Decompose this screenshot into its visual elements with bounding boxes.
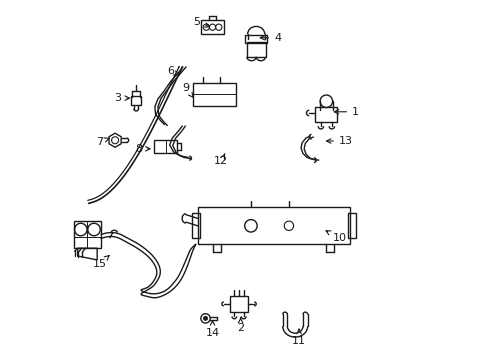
Text: 8: 8 [135,144,150,154]
Bar [74,221,101,248]
Text: 7: 7 [96,137,109,147]
Text: 5: 5 [193,17,209,27]
Circle shape [203,316,207,320]
Bar [347,213,355,238]
Bar [245,35,266,43]
Bar [197,207,349,244]
Bar [229,296,248,312]
Bar [315,107,337,122]
Text: 2: 2 [237,318,244,333]
Bar [201,20,224,34]
Text: 6: 6 [166,66,179,76]
Bar [246,42,265,57]
Bar [191,213,199,238]
Text: 1: 1 [334,107,358,117]
Bar [131,96,141,105]
Bar [193,82,235,106]
Bar [154,140,177,153]
Text: 3: 3 [114,93,129,103]
Text: 13: 13 [326,136,352,146]
Text: 9: 9 [182,84,193,97]
Text: 14: 14 [205,321,219,338]
Text: 11: 11 [291,329,305,346]
Text: 15: 15 [92,256,109,269]
Text: 4: 4 [260,33,281,43]
Text: 12: 12 [214,153,228,166]
Text: 10: 10 [325,231,346,243]
